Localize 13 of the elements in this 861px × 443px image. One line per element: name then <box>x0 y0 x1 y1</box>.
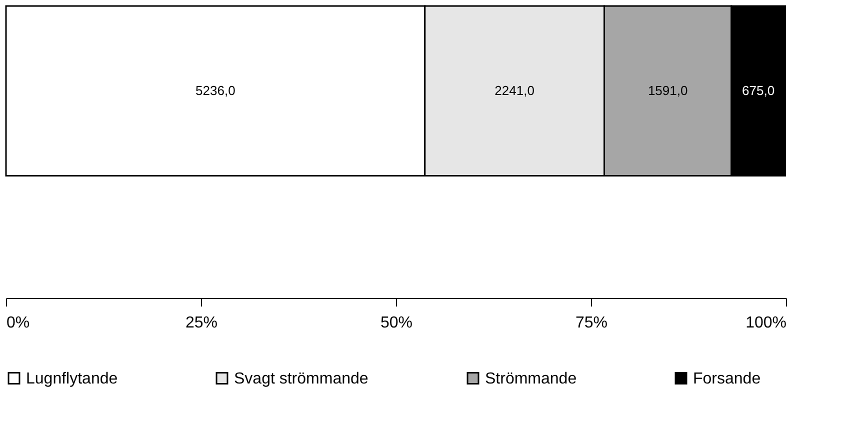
x-tick-label: 25% <box>185 314 218 332</box>
annotation: 675,0 <box>742 82 775 98</box>
x-tick-label: 0% <box>6 314 30 332</box>
x-tick-label: 100% <box>746 314 786 332</box>
annotation: 2241,0 <box>494 82 534 98</box>
legend-label: Svagt strömmande <box>234 370 368 388</box>
legend-label: Strömmande <box>485 370 577 388</box>
x-tick-label: 50% <box>380 314 413 332</box>
annotation: 1591,0 <box>648 82 688 98</box>
x-tick-label: 75% <box>575 314 608 332</box>
legend-label: Forsande <box>693 370 761 388</box>
annotation: 5236,0 <box>196 82 236 98</box>
legend-label: Lugnflytande <box>26 370 118 388</box>
